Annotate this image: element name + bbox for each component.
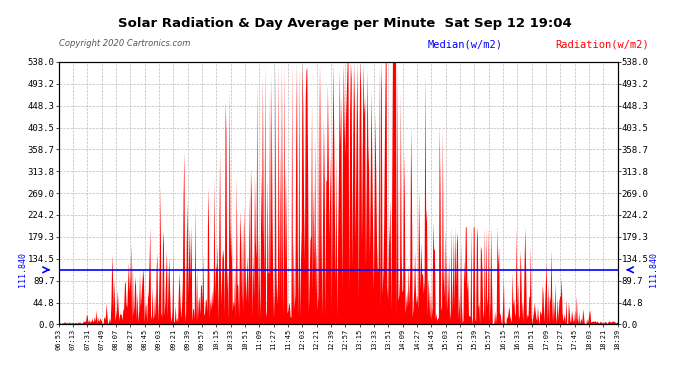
Text: 111.840: 111.840 — [18, 252, 27, 287]
Text: Copyright 2020 Cartronics.com: Copyright 2020 Cartronics.com — [59, 39, 190, 48]
Text: Solar Radiation & Day Average per Minute  Sat Sep 12 19:04: Solar Radiation & Day Average per Minute… — [118, 17, 572, 30]
Text: 111.840: 111.840 — [649, 252, 658, 287]
Text: Radiation(w/m2): Radiation(w/m2) — [555, 39, 649, 50]
Text: Median(w/m2): Median(w/m2) — [428, 39, 503, 50]
